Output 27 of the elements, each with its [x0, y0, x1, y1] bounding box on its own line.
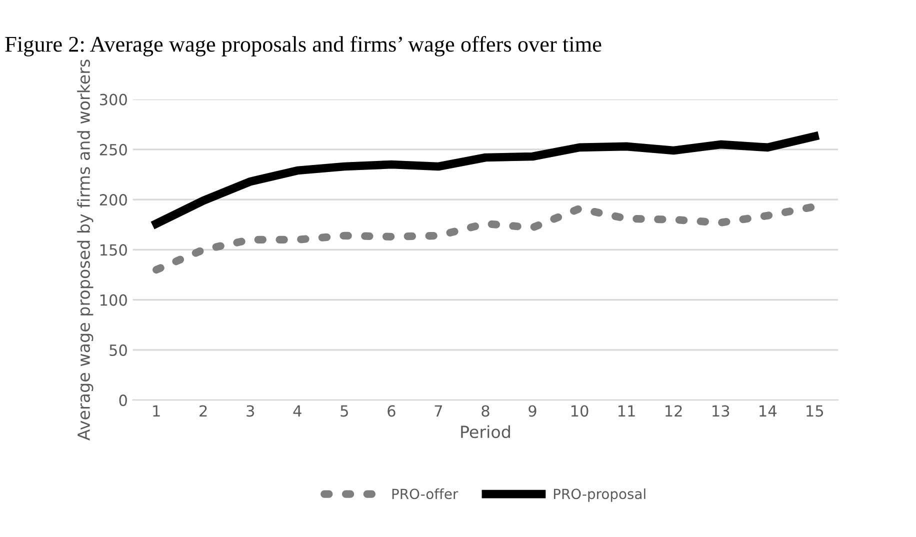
y-tick-label: 200: [100, 194, 127, 206]
y-axis-title: Average wage proposed by firms and workers: [77, 60, 94, 440]
x-tick-label: 11: [618, 405, 635, 417]
legend-label: PRO-proposal: [554, 488, 646, 502]
x-tick-label: 7: [434, 405, 442, 417]
x-tick-label: 3: [246, 405, 254, 417]
y-tick-label: 0: [119, 394, 127, 406]
chart-title: Figure 2: Average wage proposals and firms’ wage offers over time: [5, 36, 602, 56]
y-tick-label: 50: [110, 344, 127, 356]
y-tick-label: 300: [100, 94, 127, 106]
y-tick-label: 100: [100, 294, 127, 306]
x-tick-label: 15: [806, 405, 824, 417]
y-tick-label: 150: [100, 244, 127, 256]
legend-label: PRO-offer: [392, 488, 458, 500]
x-tick-label: 4: [293, 405, 302, 417]
x-tick-label: 13: [712, 405, 730, 417]
x-tick-label: 10: [571, 405, 588, 417]
y-tick-label: 250: [100, 144, 127, 156]
x-tick-label: 6: [388, 405, 396, 417]
x-tick-label: 1: [153, 405, 160, 417]
x-tick-label: 5: [340, 405, 348, 417]
x-tick-label: 12: [666, 405, 682, 417]
x-tick-label: 2: [200, 405, 207, 417]
x-axis-title: Period: [461, 425, 510, 438]
x-tick-label: 9: [528, 405, 536, 417]
x-tick-label: 8: [482, 405, 490, 417]
x-tick-label: 14: [760, 405, 776, 417]
